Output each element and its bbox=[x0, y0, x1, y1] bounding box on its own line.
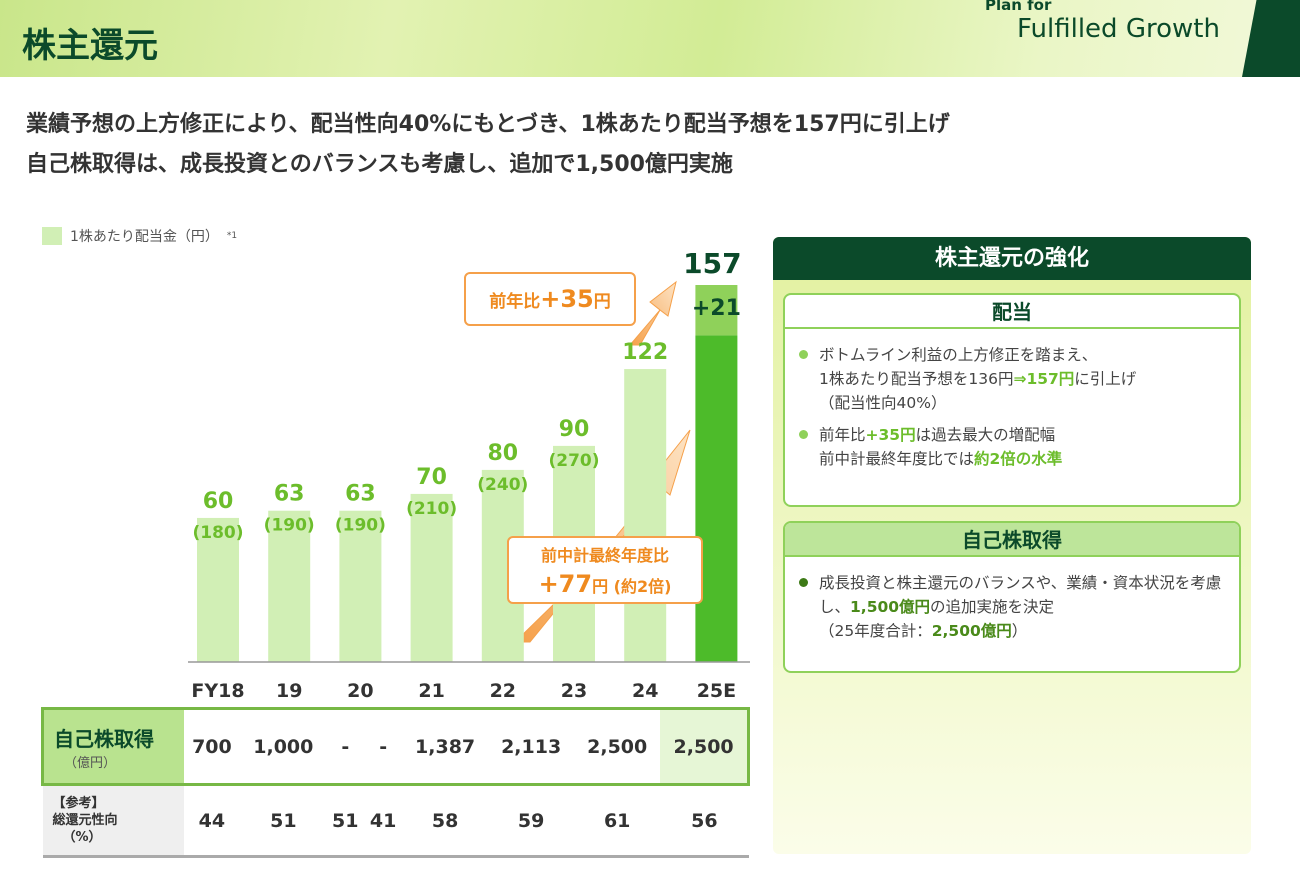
cell: 51 bbox=[240, 784, 327, 858]
secondary-label: (240) bbox=[477, 475, 528, 495]
page-title: 株主還元 bbox=[22, 26, 158, 66]
cell: 2,113 bbox=[488, 707, 575, 786]
secondary-label: (190) bbox=[264, 516, 315, 536]
x-tick-label: 25E bbox=[697, 680, 736, 702]
callout-vs-prev-plan: 前中計最終年度比 +77円 (約2倍) bbox=[507, 536, 703, 604]
logo-line2: Fulfilled Growth bbox=[1017, 14, 1220, 44]
buyback-title: 自己株取得 bbox=[785, 523, 1239, 557]
cell: 41 bbox=[364, 784, 403, 858]
lead-line-2: 自己株取得は、成長投資とのバランスも考慮し、追加で1,500億円実施 bbox=[26, 152, 733, 177]
returns-table: 自己株取得 （億円） 700 1,000- -1,387 2,113 2,500 2,500… bbox=[41, 707, 751, 858]
cell: - bbox=[326, 707, 365, 786]
cell: 1,000 bbox=[240, 707, 327, 786]
buyback-box: 自己株取得 成長投資と株主還元のバランスや、業績・資本状況を考慮し、1,500億… bbox=[783, 521, 1241, 673]
bar-21 bbox=[410, 493, 453, 662]
bar-24 bbox=[624, 369, 667, 662]
x-tick-label: 19 bbox=[276, 680, 302, 702]
table-row-buyback: 自己株取得 （億円） 700 1,000- -1,387 2,113 2,500 2,500 bbox=[41, 707, 751, 786]
x-tick-label: 24 bbox=[632, 680, 658, 702]
row-label-b: 総還元性向 bbox=[52, 813, 118, 828]
x-tick-label: 20 bbox=[347, 680, 373, 702]
cell: 59 bbox=[488, 784, 575, 858]
secondary-label: (210) bbox=[406, 499, 457, 519]
value-label: 70 bbox=[416, 465, 447, 490]
cell: 58 bbox=[402, 784, 489, 858]
legend-note: *1 bbox=[226, 231, 238, 241]
row-label-a: 【参考】 bbox=[52, 796, 105, 811]
increment-label: +21 bbox=[692, 296, 741, 321]
list-item: ボトムライン利益の上方修正を踏まえ、 1株あたり配当予想を136円⇒157円に引上… bbox=[799, 343, 1227, 415]
row-unit: （%） bbox=[62, 830, 102, 845]
panel-title: 株主還元の強化 bbox=[773, 237, 1251, 280]
bar-base-25E bbox=[695, 335, 738, 662]
list-item: 成長投資と株主還元のバランスや、業績・資本状況を考慮し、1,500億円の追加実施… bbox=[799, 571, 1227, 643]
dividend-box: 配当 ボトムライン利益の上方修正を踏まえ、 1株あたり配当予想を136円⇒157円… bbox=[783, 293, 1241, 507]
bar-FY18 bbox=[197, 517, 239, 662]
legend-label: 1株あたり配当金（円） bbox=[70, 229, 219, 245]
secondary-label: (190) bbox=[335, 516, 386, 536]
table-row-payout: 【参考】 総還元性向 （%） 44 51 51 41 58 59 61 56 bbox=[42, 784, 749, 858]
value-label: 63 bbox=[345, 482, 376, 507]
value-label: 122 bbox=[622, 340, 668, 365]
value-label: 90 bbox=[559, 417, 590, 442]
cell: 51 bbox=[326, 784, 365, 858]
row-unit: （億円） bbox=[64, 755, 117, 771]
bar-increment-25E bbox=[695, 285, 738, 336]
logo-line1: Plan for bbox=[985, 0, 1052, 14]
x-tick-label: FY18 bbox=[191, 680, 244, 702]
cell: 2,500 bbox=[660, 707, 751, 786]
returns-panel: 株主還元の強化 配当 ボトムライン利益の上方修正を踏まえ、 1株あたり配当予想を1… bbox=[773, 237, 1251, 854]
value-label: 157 bbox=[683, 247, 741, 280]
row-label: 自己株取得 bbox=[54, 726, 154, 751]
callout-yoy: 前年比+35円 bbox=[464, 272, 636, 326]
header-banner: 株主還元 Plan for Fulfilled Growth bbox=[0, 0, 1300, 77]
value-label: 60 bbox=[203, 489, 234, 514]
value-label: 80 bbox=[487, 441, 518, 466]
cell: 700 bbox=[183, 707, 241, 786]
cell: 1,387 bbox=[402, 707, 489, 786]
legend-swatch bbox=[42, 227, 62, 245]
value-label: 63 bbox=[274, 482, 305, 507]
cell: 56 bbox=[660, 784, 749, 858]
cell: 61 bbox=[574, 784, 661, 858]
arrow-small bbox=[628, 280, 677, 346]
lead-line-1: 業績予想の上方修正により、配当性向40%にもとづき、1株あたり配当予想を157円… bbox=[26, 112, 950, 137]
secondary-label: (180) bbox=[192, 523, 243, 543]
chart-legend: 1株あたり配当金（円） *1 bbox=[42, 226, 237, 246]
bar-20 bbox=[339, 510, 382, 662]
dividend-title: 配当 bbox=[785, 295, 1239, 329]
x-tick-label: 23 bbox=[561, 680, 587, 702]
cell: - bbox=[364, 707, 403, 786]
list-item: 前年比+35円は過去最大の増配幅 前中計最終年度比では約2倍の水準 bbox=[799, 423, 1227, 471]
secondary-label: (270) bbox=[548, 451, 599, 471]
cell: 2,500 bbox=[574, 707, 661, 786]
cell: 44 bbox=[183, 784, 241, 858]
x-tick-label: 21 bbox=[418, 680, 444, 702]
bar-19 bbox=[268, 510, 311, 662]
x-tick-label: 22 bbox=[490, 680, 516, 702]
